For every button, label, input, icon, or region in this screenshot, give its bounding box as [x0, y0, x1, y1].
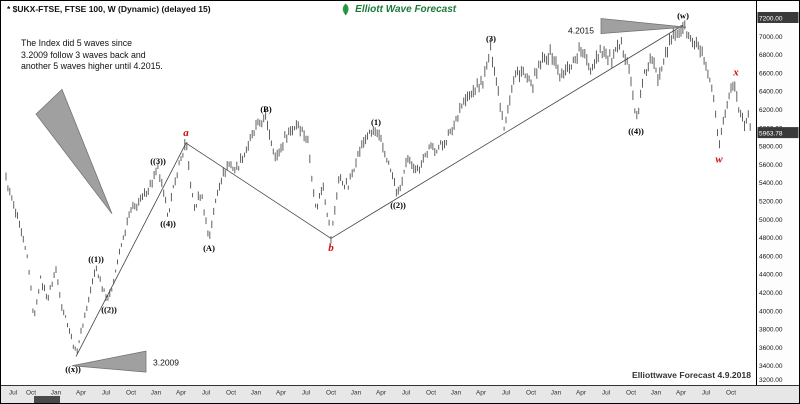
trendline: [185, 142, 332, 239]
y-axis-label: 3400.00: [759, 363, 783, 370]
last-price-badge-label: 5963.78: [759, 131, 783, 138]
x-axis-label: Jan: [451, 390, 462, 397]
trendline: [75, 142, 187, 357]
y-axis-label: 5200.00: [759, 199, 783, 206]
wave-label-B-7: (B): [260, 104, 272, 114]
wave-label-3-11: (3): [486, 34, 496, 44]
last-price-badge: [757, 127, 799, 139]
analysis-note-line: another 5 waves higher until 4.2015.: [21, 61, 163, 71]
x-axis-label: Apr: [576, 390, 587, 397]
wave-label-A-6: (A): [203, 243, 215, 253]
chart-title: * $UKX-FTSE, FTSE 100, W (Dynamic) (dela…: [7, 4, 211, 14]
wave-label-w-13: (w): [677, 11, 689, 21]
y-axis-label: 6600.00: [759, 70, 783, 77]
analysis-note-line: 3.2009 follow 3 waves back and: [21, 49, 146, 60]
x-axis-label: Jul: [602, 390, 611, 397]
x-axis-label: Jul: [502, 390, 511, 397]
x-axis-label: Oct: [626, 390, 636, 397]
x-axis-label: Jan: [651, 390, 662, 397]
x-axis-label: Apr: [676, 390, 687, 397]
credit-watermark: Elliottwave Forecast 4.9.2018: [632, 370, 751, 380]
x-axis-label: Jul: [9, 390, 18, 397]
wedge-to-wave-3: [35, 88, 113, 215]
analysis-note-line: The Index did 5 waves since: [21, 38, 133, 48]
x-axis-label: Jan: [551, 390, 562, 397]
y-axis-top-badge-label: 7200.00: [759, 16, 783, 23]
x-axis-label: Oct: [26, 390, 36, 397]
trendlines: [75, 24, 684, 357]
y-axis-label: 3200.00: [759, 377, 783, 384]
x-axis-label: Jul: [302, 390, 311, 397]
y-axis-label: 3600.00: [759, 345, 783, 352]
y-axis-label: 5800.00: [759, 144, 783, 151]
y-axis-label: 7000.00: [759, 34, 783, 41]
y-axis-label: 4600.00: [759, 253, 783, 260]
x-axis-label: Apr: [476, 390, 487, 397]
wave-label-4-4: ((4)): [160, 219, 176, 229]
wedge-to-2015-top: [600, 18, 687, 35]
y-axis-top-badge: [757, 12, 799, 23]
y-axis-label: 6800.00: [759, 52, 783, 59]
x-axis-label: Oct: [526, 390, 536, 397]
date-callout-4-2015: 4.2015: [568, 26, 594, 36]
leaf-icon: [342, 3, 349, 16]
wave-label-1-9: (1): [371, 117, 381, 127]
y-axis-label: 6200.00: [759, 107, 783, 114]
x-axis-label: Apr: [276, 390, 287, 397]
x-axis-label: Jan: [51, 390, 62, 397]
y-axis-label: 4000.00: [759, 308, 783, 315]
trendline: [330, 24, 684, 239]
date-callout-3-2009: 3.2009: [153, 358, 179, 368]
y-axis-strip: [757, 1, 800, 385]
y-axis-label: 5400.00: [759, 180, 783, 187]
x-axis-label: Jan: [351, 390, 362, 397]
y-axis-label: 4800.00: [759, 235, 783, 242]
x-axis-label: Jan: [251, 390, 262, 397]
wave-label-x-0: ((x)): [65, 364, 81, 374]
wave-label-3-3: ((3)): [150, 156, 166, 166]
y-axis-label: 3800.00: [759, 327, 783, 334]
x-axis-label: Apr: [376, 390, 387, 397]
x-axis-strip: [1, 386, 799, 403]
wave-label-4-12: ((4)): [628, 126, 644, 136]
x-axis-label: Apr: [76, 390, 87, 397]
wave-label-x-15: x: [732, 66, 739, 78]
wave-label-2-10: ((2)): [390, 200, 406, 210]
site-logo: Elliott Wave Forecast: [339, 3, 456, 16]
x-axis-label: Oct: [426, 390, 436, 397]
analysis-note: The Index did 5 waves since 3.2009 follo…: [21, 38, 163, 73]
x-axis-label: Oct: [326, 390, 336, 397]
wave-label-w-14: w: [715, 153, 723, 165]
wave-label-a-5: a: [183, 127, 189, 139]
wave-label-1-1: ((1)): [88, 254, 104, 264]
y-axis-label: 6400.00: [759, 89, 783, 96]
x-axis-label: Jul: [202, 390, 211, 397]
x-axis-label: Jul: [702, 390, 711, 397]
x-axis-label: Jul: [402, 390, 411, 397]
x-axis-label: Apr: [176, 390, 187, 397]
y-axis-label: 5600.00: [759, 162, 783, 169]
y-axis-label: 4400.00: [759, 272, 783, 279]
y-axis-label: 4200.00: [759, 290, 783, 297]
x-axis-label: Oct: [726, 390, 736, 397]
x-axis-label: Oct: [226, 390, 236, 397]
wave-label-2-2: ((2)): [101, 305, 117, 315]
wedge-to-2009-low: [71, 350, 147, 373]
x-axis-label: Jul: [102, 390, 111, 397]
x-axis-label: Jan: [151, 390, 162, 397]
site-logo-text: Elliott Wave Forecast: [355, 4, 457, 15]
wave-label-b-8: b: [328, 242, 334, 254]
x-axis-info-box: [34, 396, 60, 403]
price-bars: [5, 20, 751, 354]
x-axis-label: Oct: [126, 390, 136, 397]
y-axis-label: 5000.00: [759, 217, 783, 224]
annotation-wedges: [35, 18, 687, 373]
